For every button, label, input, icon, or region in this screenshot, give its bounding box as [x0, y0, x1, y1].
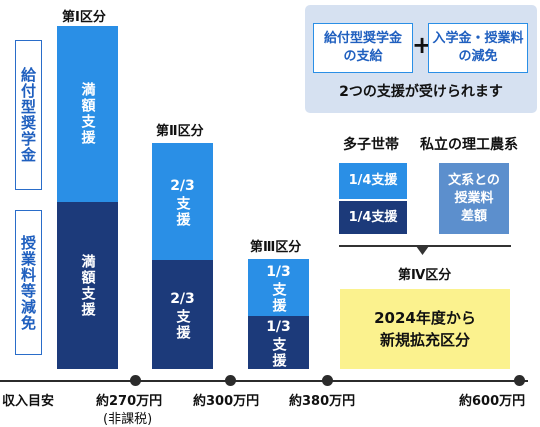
axis-marker-300 [225, 375, 236, 386]
side-label-scholarship: 給付型奨学金 [15, 40, 42, 190]
info-caption: 2つの支援が受けられます [339, 84, 503, 100]
scholarship-payment-line-1: 給付型奨学金 [323, 31, 402, 46]
section-1-scholarship-bar: 満額支援 [57, 26, 118, 202]
section-3-scholarship-fraction: 1/3 [266, 263, 291, 280]
tuition-difference-line-2: 授業料 [454, 190, 494, 206]
section-3-scholarship-text: 支援 [270, 281, 287, 314]
section-2-tuition-bar: 2/3 支援 [152, 260, 213, 369]
section-2-heading: 第Ⅱ区分 [156, 124, 204, 139]
section-3-scholarship-bar: 1/3 支援 [248, 259, 309, 316]
tuition-reduction-line-2: の減免 [458, 49, 498, 64]
section-2-scholarship-fraction: 2/3 [170, 177, 195, 194]
connector-line [339, 245, 511, 247]
private-science-label: 私立の理工農系 [420, 137, 518, 153]
scholarship-payment-box: 給付型奨学金 の支給 [313, 23, 413, 73]
axis-label-600: 約600万円 [459, 394, 526, 409]
plus-icon: + [412, 31, 433, 59]
section-3-heading: 第Ⅲ区分 [250, 240, 302, 255]
section-2-scholarship-bar: 2/3 支援 [152, 143, 213, 260]
section-2-scholarship-text: 支援 [174, 195, 191, 228]
axis-start-label: 収入目安 [2, 394, 55, 409]
axis-label-300: 約300万円 [193, 394, 260, 409]
section-1-tuition-text: 満額支援 [79, 253, 96, 318]
tuition-reduction-line-1: 入学金・授業料 [432, 31, 524, 46]
section-4-heading: 第Ⅳ区分 [398, 268, 452, 283]
section-3-tuition-bar: 1/3 支援 [248, 316, 309, 369]
section-2-tuition-fraction: 2/3 [170, 290, 195, 307]
scholarship-payment-line-2: の支給 [343, 49, 383, 64]
multi-child-household-label: 多子世帯 [343, 137, 399, 153]
section-4-new-category-box: 2024年度から 新規拡充区分 [340, 289, 510, 369]
section-1-heading: 第Ⅰ区分 [62, 10, 106, 25]
tuition-difference-box: 文系との 授業料 差額 [439, 163, 509, 234]
section-3-tuition-text: 支援 [270, 336, 287, 369]
quarter-scholarship-box: 1/4支援 [339, 163, 407, 199]
tuition-difference-line-3: 差額 [460, 208, 487, 224]
section-4-line-2: 新規拡充区分 [379, 331, 470, 349]
section-3-tuition-fraction: 1/3 [266, 318, 291, 335]
income-axis-line [0, 380, 528, 382]
section-2-tuition-text: 支援 [174, 308, 191, 341]
axis-label-270: 約270万円 [96, 394, 163, 409]
axis-label-380: 約380万円 [289, 394, 356, 409]
down-arrow-icon [416, 246, 429, 255]
section-1-scholarship-text: 満額支援 [79, 82, 96, 146]
side-label-tuition-reduction: 授業料等減免 [15, 210, 42, 355]
axis-marker-600 [514, 375, 525, 386]
quarter-tuition-box: 1/4支援 [339, 201, 407, 234]
tuition-difference-line-1: 文系との [448, 172, 500, 188]
tuition-reduction-box: 入学金・授業料 の減免 [428, 23, 528, 73]
axis-marker-270 [130, 375, 141, 386]
section-1-tuition-bar: 満額支援 [57, 202, 118, 369]
axis-marker-380 [322, 375, 333, 386]
section-4-line-1: 2024年度から [374, 309, 476, 327]
axis-note-non-taxable: (非課税) [103, 412, 153, 427]
